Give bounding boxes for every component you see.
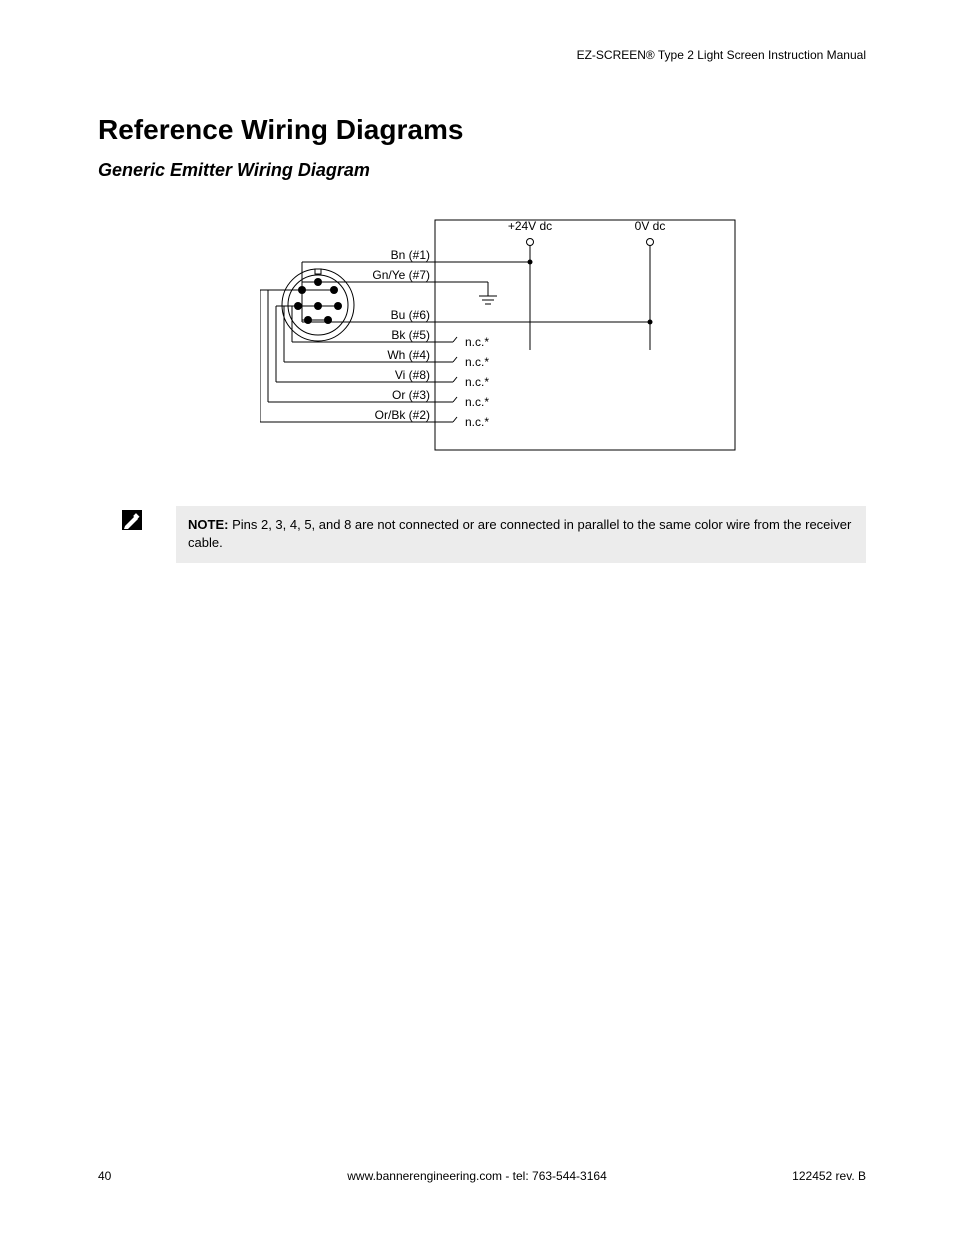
svg-text:Bk (#5): Bk (#5) — [391, 328, 430, 342]
footer-revision: 122452 rev. B — [792, 1169, 866, 1183]
page-heading-2: Generic Emitter Wiring Diagram — [98, 160, 370, 181]
svg-text:Gn/Ye (#7): Gn/Ye (#7) — [372, 268, 430, 282]
header-manual-title: EZ-SCREEN® Type 2 Light Screen Instructi… — [577, 48, 866, 62]
svg-text:Wh (#4): Wh (#4) — [387, 348, 430, 362]
svg-text:Bu (#6): Bu (#6) — [391, 308, 430, 322]
wiring-diagram: +24V dc 0V dc Bn (#1) Gn/Ye (#7) Bu (#6) Bk (… — [260, 210, 740, 460]
note-icon — [122, 510, 142, 530]
svg-text:n.c.*: n.c.* — [465, 415, 489, 429]
svg-text:+24V dc: +24V dc — [508, 219, 552, 233]
svg-text:0V dc: 0V dc — [635, 219, 666, 233]
note-prefix: NOTE: — [188, 517, 228, 532]
svg-text:n.c.*: n.c.* — [465, 395, 489, 409]
svg-text:Bn (#1): Bn (#1) — [391, 248, 430, 262]
svg-text:n.c.*: n.c.* — [465, 375, 489, 389]
note-box: NOTE: Pins 2, 3, 4, 5, and 8 are not con… — [176, 506, 866, 563]
svg-text:Or/Bk (#2): Or/Bk (#2) — [375, 408, 430, 422]
svg-text:n.c.*: n.c.* — [465, 335, 489, 349]
note-text: Pins 2, 3, 4, 5, and 8 are not connected… — [188, 517, 851, 550]
page: EZ-SCREEN® Type 2 Light Screen Instructi… — [0, 0, 954, 1235]
page-heading-1: Reference Wiring Diagrams — [98, 114, 463, 146]
svg-text:Or (#3): Or (#3) — [392, 388, 430, 402]
svg-text:n.c.*: n.c.* — [465, 355, 489, 369]
svg-text:Vi (#8): Vi (#8) — [395, 368, 430, 382]
